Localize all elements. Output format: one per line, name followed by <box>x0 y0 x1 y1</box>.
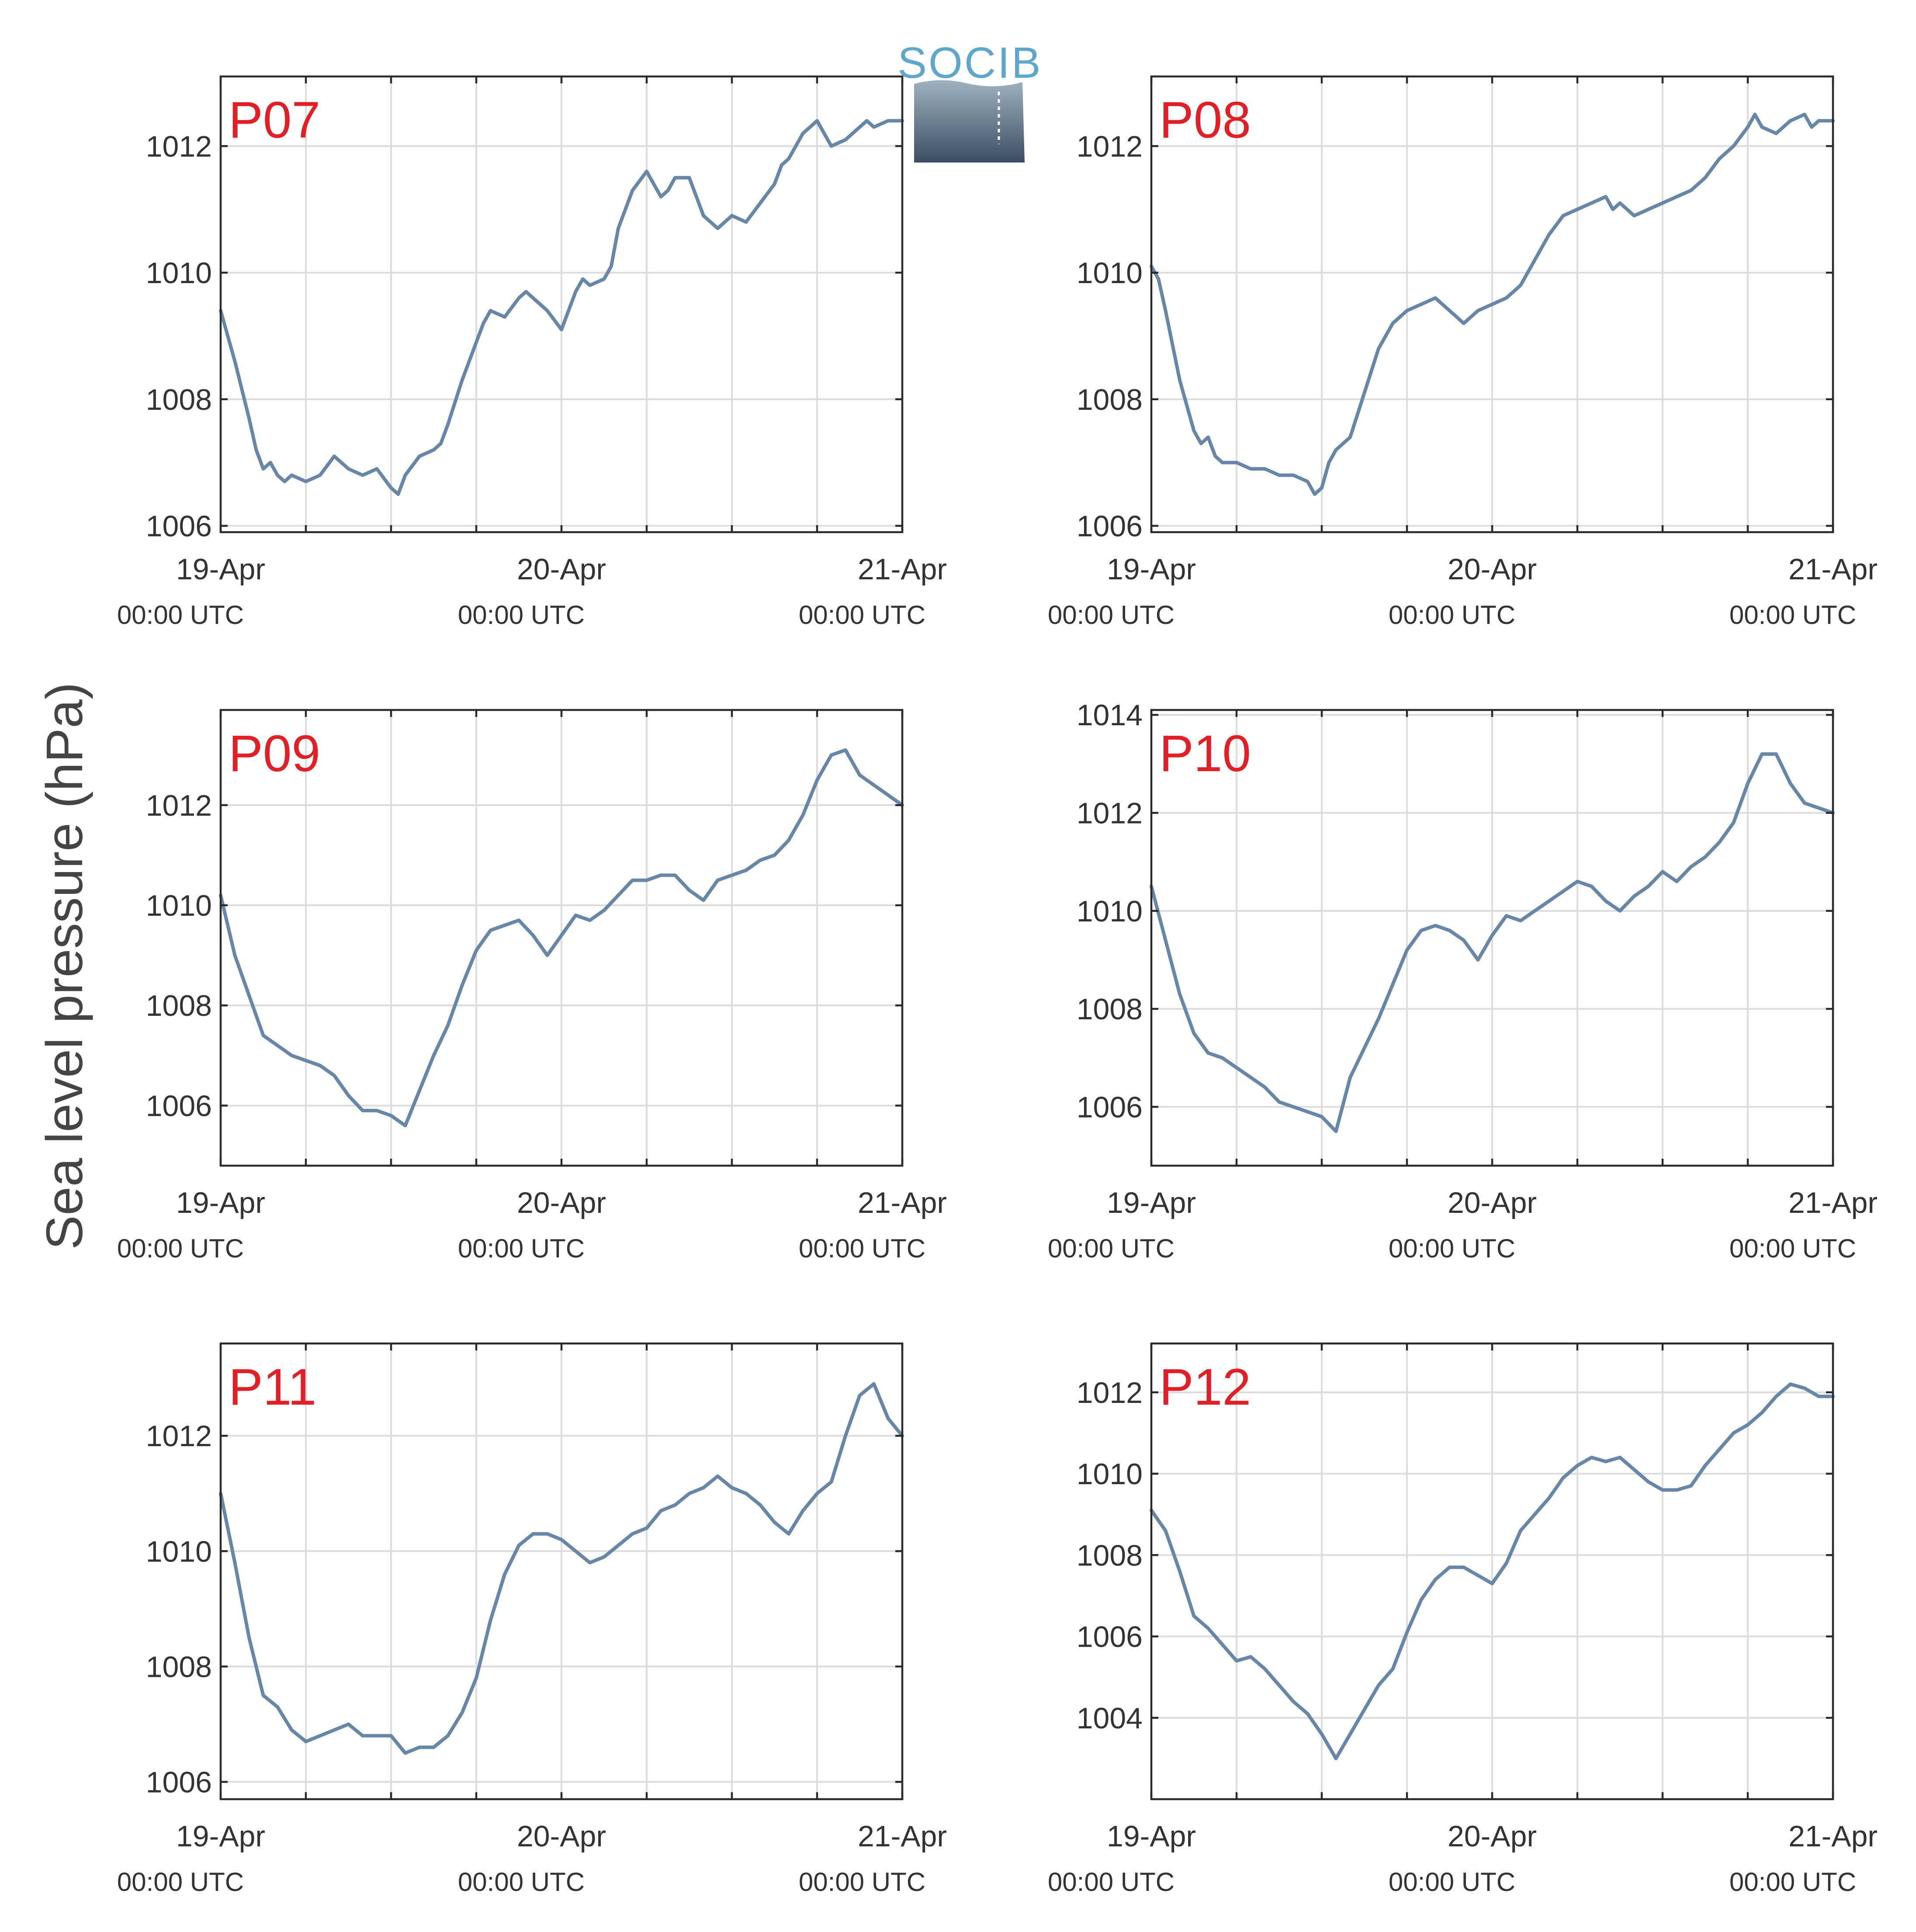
x-tick-label-date: 21-Apr <box>858 1820 947 1853</box>
y-tick-label: 1010 <box>146 889 212 922</box>
x-tick-label-date: 20-Apr <box>1448 1820 1537 1853</box>
panel-label-p10: P10 <box>1159 725 1251 782</box>
x-tick-label-date: 20-Apr <box>517 553 606 586</box>
y-tick-label: 1004 <box>1077 1702 1143 1735</box>
socib-logo: SOCIB <box>897 38 1042 163</box>
x-tick-label-time: 00:00 UTC <box>117 600 244 630</box>
x-tick-label-time: 00:00 UTC <box>1389 1867 1515 1897</box>
series-line-p08 <box>1150 112 1835 496</box>
panel-label-p08: P08 <box>1159 91 1251 149</box>
y-tick-label: 1012 <box>1077 797 1143 830</box>
x-tick-label-time: 00:00 UTC <box>799 1234 925 1263</box>
y-tick-label: 1008 <box>1077 1539 1143 1572</box>
x-tick-label-date: 21-Apr <box>1788 553 1878 586</box>
series-line-p09 <box>219 748 904 1128</box>
y-tick-label: 1012 <box>146 789 212 822</box>
panel-label-p12: P12 <box>1159 1358 1251 1416</box>
y-tick-label: 1012 <box>146 1420 212 1453</box>
panel-label-p11: P11 <box>229 1358 316 1416</box>
x-tick-label-date: 19-Apr <box>176 1820 265 1853</box>
x-tick-label-time: 00:00 UTC <box>799 1867 925 1897</box>
y-tick-label: 1012 <box>1077 1376 1143 1409</box>
x-tick-label-time: 00:00 UTC <box>117 1867 244 1897</box>
x-tick-label-date: 20-Apr <box>517 1820 606 1853</box>
x-tick-label-time: 00:00 UTC <box>1729 1234 1856 1263</box>
x-tick-label-time: 00:00 UTC <box>1729 1867 1856 1897</box>
series-line-p10 <box>1150 752 1835 1133</box>
x-tick-label-date: 21-Apr <box>858 1186 947 1219</box>
y-tick-label: 1008 <box>146 989 212 1022</box>
x-tick-label-time: 00:00 UTC <box>458 600 585 630</box>
x-tick-label-date: 21-Apr <box>858 553 947 586</box>
series-line-p07 <box>219 119 904 496</box>
y-tick-label: 1008 <box>1077 993 1143 1026</box>
panel-p09: 1006 1008 1010 1012 19-Apr 00:00 UTC 20-Apr 00:… <box>117 709 947 1263</box>
socib-logo-wave <box>914 80 1025 163</box>
y-tick-label: 1014 <box>1077 699 1143 732</box>
x-tick-label-date: 19-Apr <box>176 553 265 586</box>
panel-p07: 1006 1008 1010 1012 19-Apr 00:00 UTC 20-Apr 00:… <box>117 75 947 630</box>
y-tick-label: 1010 <box>1077 895 1143 928</box>
x-tick-label-date: 20-Apr <box>517 1186 606 1219</box>
y-tick-label: 1010 <box>1077 256 1143 290</box>
panel-p08: 1006 1008 1010 1012 19-Apr 00:00 UTC 20-Apr 00:… <box>1048 75 1878 630</box>
y-tick-label: 1006 <box>146 510 212 543</box>
x-tick-label-time: 00:00 UTC <box>1389 600 1515 630</box>
x-tick-label-date: 19-Apr <box>176 1186 265 1219</box>
x-tick-label-time: 00:00 UTC <box>117 1234 244 1263</box>
x-tick-label-time: 00:00 UTC <box>799 600 925 630</box>
x-tick-label-time: 00:00 UTC <box>458 1867 585 1897</box>
y-tick-label: 1006 <box>1077 1620 1143 1654</box>
x-tick-label-time: 00:00 UTC <box>458 1234 585 1263</box>
series-line-p12 <box>1150 1382 1835 1760</box>
chart-panels: 1006 1008 1010 1012 19-Apr 00:00 UTC 20-Apr 00:… <box>117 75 1878 1897</box>
y-tick-label: 1012 <box>146 130 212 163</box>
x-tick-label-time: 00:00 UTC <box>1729 600 1856 630</box>
x-tick-label-date: 20-Apr <box>1448 1186 1537 1219</box>
x-tick-label-time: 00:00 UTC <box>1048 1234 1175 1263</box>
x-tick-label-date: 19-Apr <box>1107 1820 1196 1853</box>
y-tick-label: 1008 <box>146 383 212 416</box>
x-tick-label-date: 20-Apr <box>1448 553 1537 586</box>
y-tick-label: 1008 <box>146 1650 212 1683</box>
y-axis-label: Sea level pressure (hPa) <box>36 682 94 1250</box>
panel-label-p09: P09 <box>229 725 320 782</box>
x-tick-label-date: 19-Apr <box>1107 553 1196 586</box>
y-tick-label: 1010 <box>146 1535 212 1568</box>
panel-p10: 1006 1008 1010 1012 1014 19-Apr 00:00 UTC 20-Ap… <box>1048 699 1878 1263</box>
y-tick-label: 1012 <box>1077 130 1143 163</box>
y-tick-label: 1010 <box>1077 1458 1143 1491</box>
y-tick-label: 1006 <box>146 1766 212 1799</box>
x-tick-label-time: 00:00 UTC <box>1048 600 1175 630</box>
panel-p12: 1004 1006 1008 1010 1012 19-Apr 00:00 UTC 20-Ap… <box>1048 1342 1878 1897</box>
y-tick-label: 1006 <box>1077 510 1143 543</box>
y-tick-label: 1008 <box>1077 383 1143 416</box>
socib-logo-text: SOCIB <box>897 38 1042 87</box>
y-tick-label: 1006 <box>1077 1091 1143 1124</box>
x-tick-label-date: 19-Apr <box>1107 1186 1196 1219</box>
panel-p11: 1006 1008 1010 1012 19-Apr 00:00 UTC 20-Apr 00:… <box>117 1342 947 1897</box>
series-line-p11 <box>219 1382 904 1755</box>
x-tick-label-time: 00:00 UTC <box>1048 1867 1175 1897</box>
y-tick-label: 1010 <box>146 256 212 290</box>
y-tick-label: 1006 <box>146 1089 212 1122</box>
panel-label-p07: P07 <box>229 91 320 149</box>
x-tick-label-date: 21-Apr <box>1788 1186 1878 1219</box>
x-tick-label-date: 21-Apr <box>1788 1820 1878 1853</box>
x-tick-label-time: 00:00 UTC <box>1389 1234 1515 1263</box>
